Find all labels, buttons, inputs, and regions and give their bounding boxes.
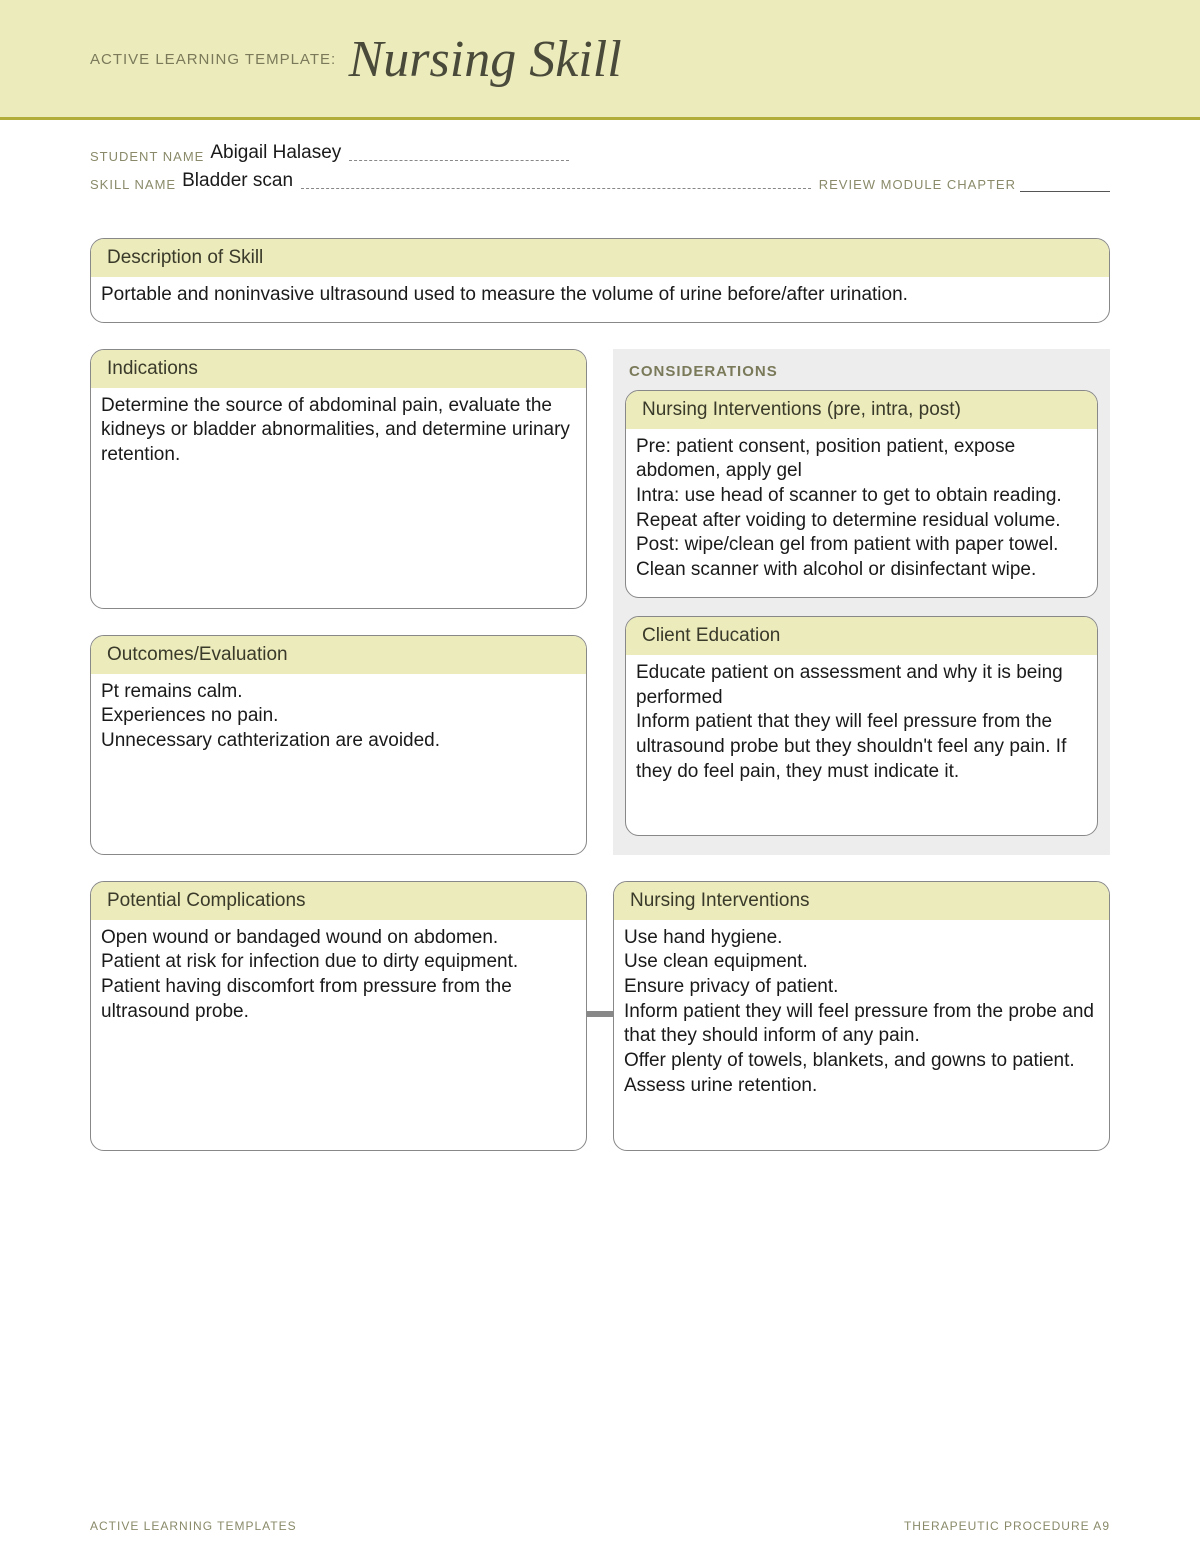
review-chapter-label: REVIEW MODULE CHAPTER: [819, 177, 1016, 192]
skill-name-label: SKILL NAME: [90, 177, 176, 192]
page: ACTIVE LEARNING TEMPLATE: Nursing Skill …: [0, 0, 1200, 1553]
indications-body: Determine the source of abdominal pain, …: [91, 388, 586, 482]
student-name-label: STUDENT NAME: [90, 149, 204, 164]
nursing-interventions-body: Use hand hygiene. Use clean equipment. E…: [614, 920, 1109, 1113]
client-education-body: Educate patient on assessment and why it…: [626, 655, 1097, 798]
banner-prefix: ACTIVE LEARNING TEMPLATE:: [90, 51, 336, 68]
description-box: Description of Skill Portable and noninv…: [90, 238, 1110, 323]
complications-box: Potential Complications Open wound or ba…: [90, 881, 587, 1151]
footer-right: THERAPEUTIC PROCEDURE A9: [904, 1519, 1110, 1533]
footer: ACTIVE LEARNING TEMPLATES THERAPEUTIC PR…: [90, 1519, 1110, 1533]
indications-box: Indications Determine the source of abdo…: [90, 349, 587, 609]
content: Description of Skill Portable and noninv…: [0, 208, 1200, 1151]
middle-right-col: CONSIDERATIONS Nursing Interventions (pr…: [613, 349, 1110, 855]
description-body: Portable and noninvasive ultrasound used…: [91, 277, 1109, 322]
skill-name-value: Bladder scan: [182, 170, 293, 192]
skill-name-row: SKILL NAME Bladder scan REVIEW MODULE CH…: [90, 170, 1110, 192]
description-header: Description of Skill: [91, 239, 1109, 277]
header-fields: STUDENT NAME Abigail Halasey SKILL NAME …: [0, 120, 1200, 208]
outcomes-header: Outcomes/Evaluation: [91, 636, 586, 674]
nursing-interventions-box: Nursing Interventions Use hand hygiene. …: [613, 881, 1110, 1151]
nursing-interventions-header: Nursing Interventions: [614, 882, 1109, 920]
nursing-interventions-pre-box: Nursing Interventions (pre, intra, post)…: [625, 390, 1098, 598]
complications-header: Potential Complications: [91, 882, 586, 920]
nursing-interventions-pre-body: Pre: patient consent, position patient, …: [626, 429, 1097, 597]
skill-name-line: [301, 188, 811, 189]
student-name-value: Abigail Halasey: [210, 142, 341, 164]
complications-body: Open wound or bandaged wound on abdomen.…: [91, 920, 586, 1039]
outcomes-box: Outcomes/Evaluation Pt remains calm. Exp…: [90, 635, 587, 855]
bottom-row: Potential Complications Open wound or ba…: [90, 881, 1110, 1151]
client-education-box: Client Education Educate patient on asse…: [625, 616, 1098, 836]
considerations-title: CONSIDERATIONS: [625, 361, 1098, 390]
banner-title: Nursing Skill: [349, 31, 622, 88]
student-name-row: STUDENT NAME Abigail Halasey: [90, 142, 1110, 164]
middle-row: Indications Determine the source of abdo…: [90, 349, 1110, 855]
nursing-interventions-pre-header: Nursing Interventions (pre, intra, post): [626, 391, 1097, 429]
student-name-line: [349, 160, 569, 161]
review-chapter-line: [1020, 191, 1110, 192]
outcomes-body: Pt remains calm. Experiences no pain. Un…: [91, 674, 586, 768]
connector-bar: [587, 1011, 613, 1017]
considerations-panel: CONSIDERATIONS Nursing Interventions (pr…: [613, 349, 1110, 855]
footer-left: ACTIVE LEARNING TEMPLATES: [90, 1519, 297, 1533]
client-education-header: Client Education: [626, 617, 1097, 655]
middle-left-col: Indications Determine the source of abdo…: [90, 349, 587, 855]
description-row: Description of Skill Portable and noninv…: [90, 238, 1110, 323]
indications-header: Indications: [91, 350, 586, 388]
banner: ACTIVE LEARNING TEMPLATE: Nursing Skill: [0, 0, 1200, 120]
